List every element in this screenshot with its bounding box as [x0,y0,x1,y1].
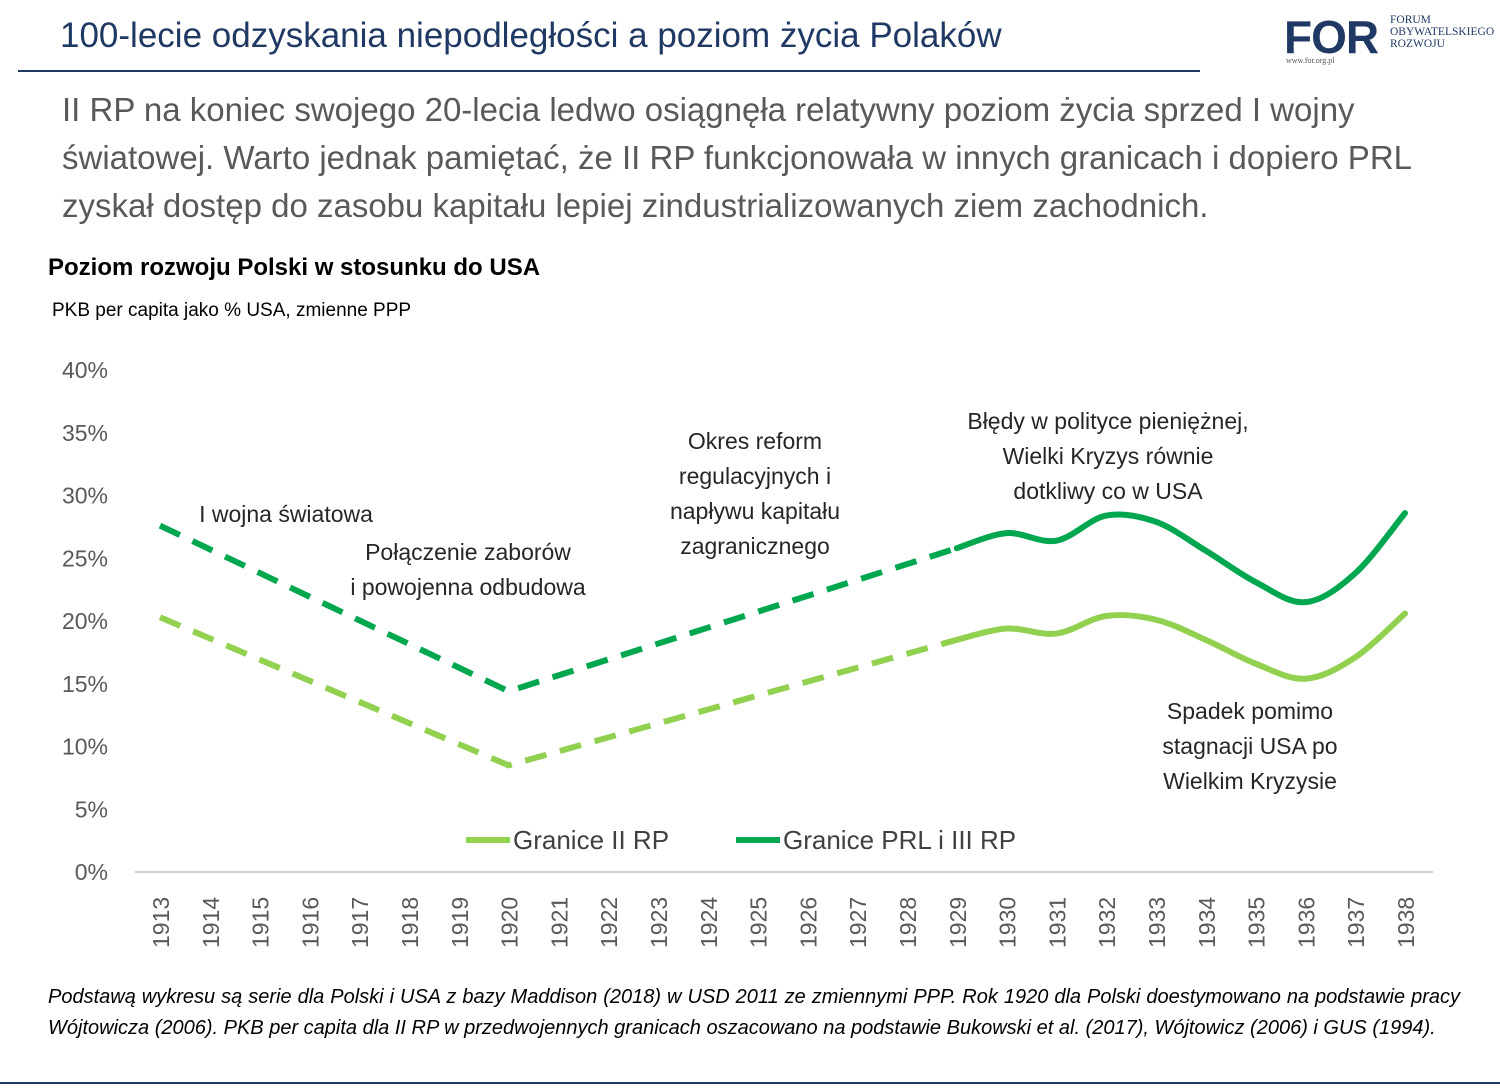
x-tick-label: 1928 [895,897,921,948]
annotation-reformy: regulacyjnych i [679,463,831,489]
y-tick-label: 25% [62,545,108,571]
x-tick-label: 1923 [646,897,672,948]
y-tick-label: 30% [62,483,108,509]
annotation-reformy: zagranicznego [680,533,830,559]
x-tick-label: 1930 [995,897,1021,948]
logo-org-name: FORUM OBYWATELSKIEGO ROZWOJU [1390,14,1494,50]
page-title: 100-lecie odzyskania niepodległości a po… [60,16,1002,55]
x-tick-label: 1916 [297,897,323,948]
x-tick-label: 1938 [1393,897,1419,948]
y-tick-label: 5% [75,796,108,822]
chart-subtitle: PKB per capita jako % USA, zmienne PPP [52,300,412,321]
bottom-divider [0,1082,1500,1084]
logo-line: ROZWOJU [1390,38,1445,50]
x-tick-label: 1921 [546,897,572,948]
source-footnote: Podstawą wykresu są serie dla Polski i U… [48,986,1460,1039]
x-tick-label: 1926 [795,897,821,948]
series-line-dashed [158,614,958,769]
x-tick-label: 1919 [447,897,473,948]
x-tick-label: 1933 [1144,897,1170,948]
series-line-solid [953,510,1408,606]
annotation-polaczenie: Połączenie zaborów [365,539,571,565]
x-tick-label: 1932 [1094,897,1120,948]
x-tick-label: 1931 [1044,897,1070,948]
annotation-reformy: Okres reform [688,428,822,454]
x-tick-label: 1937 [1343,897,1369,948]
logo-wordmark: FOR [1284,11,1379,63]
x-tick-label: 1929 [945,897,971,948]
y-tick-label: 10% [62,734,108,760]
legend-label: Granice PRL i III RP [783,825,1016,855]
annotation-spadek: stagnacji USA po [1162,733,1337,759]
x-tick-label: 1920 [497,897,523,948]
annotation-bledy: Wielki Kryzys równie [1003,443,1214,469]
x-tick-label: 1924 [696,897,722,948]
x-tick-label: 1935 [1244,897,1270,948]
x-tick-label: 1922 [596,897,622,948]
y-tick-label: 20% [62,608,108,634]
y-tick-label: 15% [62,671,108,697]
y-tick-label: 35% [62,420,108,446]
annotation-spadek: Wielkim Kryzysie [1163,768,1337,794]
x-tick-label: 1925 [746,897,772,948]
for-logo: FOR FORUM OBYWATELSKIEGO ROZWOJU www.for… [1284,10,1494,68]
series-line-dashed [158,522,958,695]
annotation-bledy: Błędy w polityce pieniężnej, [967,408,1248,434]
series-line-solid [953,610,1408,682]
x-tick-label: 1927 [845,897,871,948]
x-tick-label: 1914 [198,897,224,948]
y-tick-label: 0% [75,859,108,885]
x-tick-label: 1934 [1194,897,1220,948]
slide-subtitle: II RP na koniec swojego 20-lecia ledwo o… [62,91,1411,224]
y-tick-label: 40% [62,357,108,383]
x-tick-label: 1936 [1293,897,1319,948]
annotation-spadek: Spadek pomimo [1167,698,1333,724]
x-tick-label: 1917 [347,897,373,948]
logo-line: FORUM [1390,14,1431,26]
title-divider [18,70,1200,72]
logo-url: www.for.org.pl [1286,56,1335,65]
chart-title: Poziom rozwoju Polski w stosunku do USA [48,254,541,281]
x-tick-label: 1915 [248,897,274,948]
x-tick-label: 1913 [148,897,174,948]
annotation-ww1: I wojna światowa [199,501,373,527]
legend-label: Granice II RP [513,825,669,855]
annotation-polaczenie: i powojenna odbudowa [350,574,586,600]
logo-line: OBYWATELSKIEGO [1390,26,1495,38]
annotation-bledy: dotkliwy co w USA [1013,478,1203,504]
annotation-reformy: napływu kapitału [670,498,840,524]
x-tick-label: 1918 [397,897,423,948]
